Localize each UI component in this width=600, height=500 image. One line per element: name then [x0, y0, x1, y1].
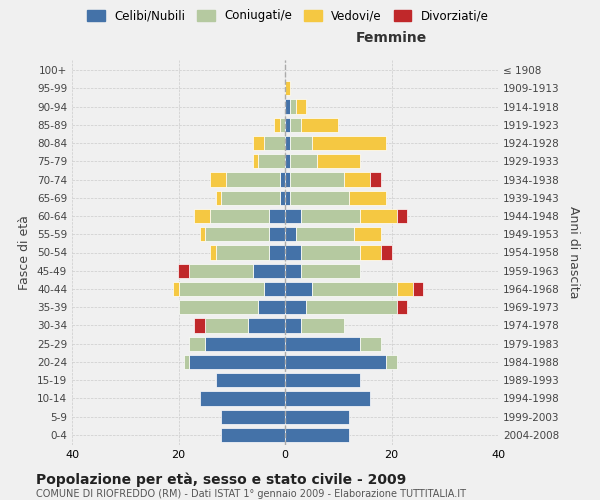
Bar: [285, 227, 296, 242]
Bar: [211, 209, 269, 223]
Legend: Celibi/Nubili, Coniugati/e, Vedovi/e, Divorziati/e: Celibi/Nubili, Coniugati/e, Vedovi/e, Di…: [84, 6, 492, 26]
Bar: [285, 318, 301, 332]
Bar: [205, 336, 285, 351]
Text: Femmine: Femmine: [356, 30, 427, 44]
Bar: [290, 154, 317, 168]
Bar: [253, 264, 285, 278]
Bar: [386, 355, 397, 369]
Bar: [296, 227, 354, 242]
Bar: [179, 264, 189, 278]
Bar: [301, 246, 359, 260]
Bar: [397, 209, 407, 223]
Bar: [285, 136, 290, 150]
Bar: [264, 136, 285, 150]
Bar: [285, 428, 349, 442]
Bar: [274, 118, 280, 132]
Bar: [216, 373, 285, 388]
Bar: [354, 227, 381, 242]
Bar: [259, 154, 285, 168]
Bar: [226, 172, 280, 186]
Bar: [285, 264, 301, 278]
Bar: [285, 100, 290, 114]
Bar: [301, 209, 359, 223]
Y-axis label: Fasce di età: Fasce di età: [19, 215, 31, 290]
Bar: [285, 392, 370, 406]
Bar: [211, 246, 216, 260]
Bar: [221, 428, 285, 442]
Bar: [290, 118, 301, 132]
Bar: [285, 373, 359, 388]
Bar: [216, 246, 269, 260]
Bar: [253, 154, 259, 168]
Bar: [290, 190, 349, 205]
Bar: [269, 209, 285, 223]
Bar: [290, 136, 311, 150]
Bar: [280, 172, 285, 186]
Bar: [349, 190, 386, 205]
Bar: [285, 81, 290, 96]
Bar: [370, 172, 381, 186]
Bar: [285, 172, 290, 186]
Bar: [269, 246, 285, 260]
Bar: [413, 282, 424, 296]
Bar: [285, 355, 386, 369]
Bar: [280, 118, 285, 132]
Bar: [397, 282, 413, 296]
Bar: [211, 172, 226, 186]
Bar: [221, 190, 280, 205]
Bar: [248, 318, 285, 332]
Bar: [280, 190, 285, 205]
Bar: [189, 355, 285, 369]
Bar: [317, 154, 359, 168]
Bar: [253, 136, 264, 150]
Text: COMUNE DI RIOFREDDO (RM) - Dati ISTAT 1° gennaio 2009 - Elaborazione TUTTITALIA.: COMUNE DI RIOFREDDO (RM) - Dati ISTAT 1°…: [36, 489, 466, 499]
Bar: [397, 300, 407, 314]
Bar: [311, 136, 386, 150]
Bar: [194, 318, 205, 332]
Bar: [359, 209, 397, 223]
Bar: [194, 209, 211, 223]
Bar: [179, 300, 259, 314]
Bar: [189, 336, 205, 351]
Bar: [173, 282, 179, 296]
Bar: [311, 282, 397, 296]
Bar: [264, 282, 285, 296]
Bar: [285, 336, 359, 351]
Bar: [269, 227, 285, 242]
Bar: [344, 172, 370, 186]
Bar: [179, 282, 264, 296]
Bar: [359, 246, 381, 260]
Bar: [285, 282, 311, 296]
Bar: [301, 318, 344, 332]
Bar: [381, 246, 392, 260]
Bar: [285, 410, 349, 424]
Bar: [285, 209, 301, 223]
Bar: [200, 227, 205, 242]
Bar: [285, 118, 290, 132]
Y-axis label: Anni di nascita: Anni di nascita: [568, 206, 580, 298]
Bar: [285, 246, 301, 260]
Bar: [290, 172, 344, 186]
Bar: [301, 264, 359, 278]
Bar: [285, 190, 290, 205]
Bar: [285, 154, 290, 168]
Bar: [259, 300, 285, 314]
Bar: [189, 264, 253, 278]
Bar: [221, 410, 285, 424]
Bar: [216, 190, 221, 205]
Bar: [307, 300, 397, 314]
Bar: [296, 100, 306, 114]
Bar: [200, 392, 285, 406]
Bar: [205, 318, 248, 332]
Text: Popolazione per età, sesso e stato civile - 2009: Popolazione per età, sesso e stato civil…: [36, 472, 406, 487]
Bar: [301, 118, 338, 132]
Bar: [359, 336, 381, 351]
Bar: [285, 300, 307, 314]
Bar: [290, 100, 296, 114]
Bar: [205, 227, 269, 242]
Bar: [184, 355, 189, 369]
